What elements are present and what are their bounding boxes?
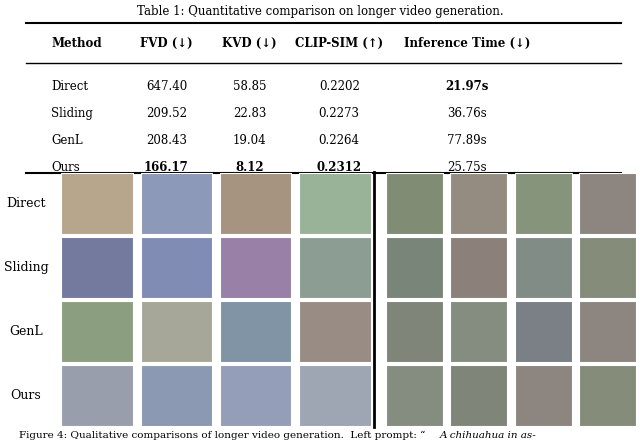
Text: 0.2264: 0.2264 <box>319 134 360 147</box>
Text: 36.76s: 36.76s <box>447 107 487 120</box>
Text: Method: Method <box>51 37 102 50</box>
Text: 22.83: 22.83 <box>233 107 266 120</box>
Bar <box>579 365 636 426</box>
Text: 25.75s: 25.75s <box>447 161 487 174</box>
Bar <box>515 301 572 362</box>
Bar <box>451 237 507 298</box>
Text: A chihuahua in as-: A chihuahua in as- <box>440 432 536 440</box>
Bar <box>61 237 133 298</box>
Bar <box>451 173 507 234</box>
Bar <box>220 301 291 362</box>
Text: Direct: Direct <box>51 80 88 93</box>
Bar <box>386 173 443 234</box>
Text: Figure 4: Qualitative comparisons of longer video generation.  Left prompt: “: Figure 4: Qualitative comparisons of lon… <box>19 431 426 440</box>
Bar <box>141 173 212 234</box>
Text: Sliding: Sliding <box>4 261 48 274</box>
Text: Sliding: Sliding <box>51 107 93 120</box>
Bar <box>515 237 572 298</box>
Text: GenL: GenL <box>9 325 43 338</box>
Bar <box>451 301 507 362</box>
Bar <box>141 301 212 362</box>
Text: Ours: Ours <box>10 388 42 402</box>
Bar <box>515 365 572 426</box>
Text: Inference Time (↓): Inference Time (↓) <box>404 37 531 50</box>
Bar <box>299 237 371 298</box>
Text: 8.12: 8.12 <box>236 161 264 174</box>
Bar <box>299 173 371 234</box>
Text: 0.2202: 0.2202 <box>319 80 360 93</box>
Bar <box>579 237 636 298</box>
Text: CLIP-SIM (↑): CLIP-SIM (↑) <box>295 37 383 50</box>
Bar <box>61 301 133 362</box>
Bar <box>386 301 443 362</box>
Text: 209.52: 209.52 <box>146 107 187 120</box>
Bar <box>141 365 212 426</box>
Text: Direct: Direct <box>6 197 45 210</box>
Bar <box>61 365 133 426</box>
Text: 19.04: 19.04 <box>233 134 266 147</box>
Bar <box>299 365 371 426</box>
Text: KVD (↓): KVD (↓) <box>222 37 277 50</box>
Bar <box>579 301 636 362</box>
Text: 77.89s: 77.89s <box>447 134 487 147</box>
Bar <box>61 173 133 234</box>
Text: 166.17: 166.17 <box>144 161 189 174</box>
Text: Table 1: Quantitative comparison on longer video generation.: Table 1: Quantitative comparison on long… <box>137 5 503 18</box>
Bar <box>451 365 507 426</box>
Text: 647.40: 647.40 <box>146 80 187 93</box>
Text: 0.2312: 0.2312 <box>317 161 362 174</box>
Bar <box>299 301 371 362</box>
Bar <box>515 173 572 234</box>
Text: 58.85: 58.85 <box>233 80 266 93</box>
Text: 21.97s: 21.97s <box>445 80 489 93</box>
Text: 208.43: 208.43 <box>146 134 187 147</box>
Bar <box>220 365 291 426</box>
Bar <box>141 237 212 298</box>
Bar <box>386 365 443 426</box>
Text: GenL: GenL <box>51 134 83 147</box>
Bar <box>220 173 291 234</box>
Text: Ours: Ours <box>51 161 80 174</box>
Bar <box>386 237 443 298</box>
Text: 0.2273: 0.2273 <box>319 107 360 120</box>
Text: FVD (↓): FVD (↓) <box>140 37 193 50</box>
Bar <box>579 173 636 234</box>
Bar <box>220 237 291 298</box>
